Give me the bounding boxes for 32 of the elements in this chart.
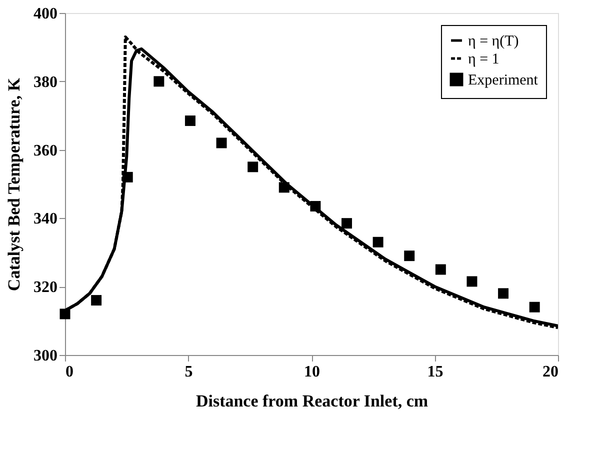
legend-label: η = 1 [468, 52, 500, 68]
legend-label: Experiment [468, 72, 539, 88]
x-tick-label: 15 [427, 364, 444, 380]
point [466, 276, 478, 287]
x-tick-label: 0 [66, 364, 74, 380]
x-tick-label: 5 [184, 364, 193, 380]
point [216, 138, 227, 148]
point [184, 115, 196, 126]
point [529, 302, 540, 312]
y-tick-label: 400 [34, 6, 58, 22]
y-axis-title: Catalyst Bed Temperature, K [4, 77, 24, 292]
point [278, 182, 290, 193]
x-tick-label: 10 [304, 364, 320, 380]
point [342, 218, 352, 229]
y-tick-label: 320 [34, 279, 58, 296]
point [498, 288, 509, 299]
point [60, 308, 70, 320]
x-axis-title: Distance from Reactor Inlet, cm [196, 392, 428, 410]
point [372, 236, 384, 248]
x-tick-label: 20 [542, 364, 558, 380]
legend-label: η = η(T) [468, 34, 519, 50]
point [310, 200, 321, 212]
point [122, 172, 133, 182]
point [248, 162, 258, 172]
y-tick-label: 300 [34, 348, 58, 364]
y-tick-label: 380 [34, 74, 58, 91]
y-tick-label: 340 [34, 210, 58, 228]
point [404, 250, 415, 262]
point [154, 76, 164, 87]
point [91, 295, 102, 306]
y-tick-label: 360 [34, 142, 58, 160]
point [435, 264, 446, 275]
